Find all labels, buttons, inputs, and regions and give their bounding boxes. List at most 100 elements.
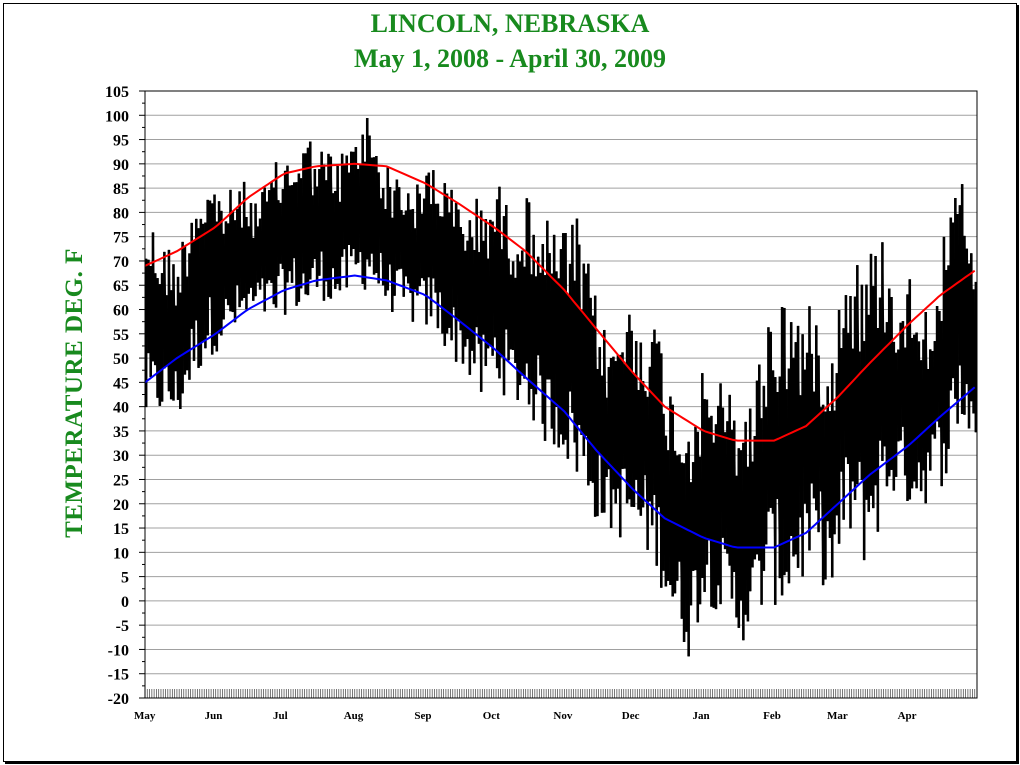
observed-connector — [412, 209, 416, 290]
observed-connector — [464, 250, 469, 340]
observed-connector — [856, 265, 861, 462]
observed-connector — [758, 364, 763, 605]
observed-connector — [589, 297, 594, 483]
x-tick-label: Oct — [483, 710, 500, 722]
y-tick-label: 30 — [113, 448, 129, 465]
observed-connector — [774, 377, 779, 499]
y-tick-label: 0 — [121, 594, 129, 611]
observed-connector — [357, 168, 362, 253]
observed-connector — [247, 226, 252, 288]
observed-connector — [952, 222, 957, 399]
observed-connector — [252, 237, 257, 297]
observed-connector — [681, 462, 685, 643]
observed-connector — [694, 426, 699, 623]
observed-connector — [291, 185, 296, 259]
observed-connector — [902, 321, 906, 476]
observed-connector — [870, 253, 875, 509]
y-tick-label: 15 — [113, 521, 129, 538]
observed-connector — [471, 237, 476, 364]
observed-connector — [571, 224, 576, 443]
observed-connector — [512, 261, 517, 364]
observed-connector — [587, 263, 592, 482]
observed-connector — [749, 408, 754, 568]
x-tick-label: Mar — [827, 710, 848, 722]
observed-connector — [311, 195, 316, 260]
observed-connector — [829, 411, 834, 578]
observed-connector — [323, 164, 328, 282]
observed-connector — [437, 203, 441, 293]
observed-connector — [854, 296, 859, 485]
observed-connector — [824, 411, 829, 522]
observed-connector — [751, 461, 756, 560]
observed-connector — [377, 172, 382, 253]
observed-connector — [441, 216, 446, 346]
observed-connector — [699, 456, 704, 579]
observed-connector — [268, 190, 273, 283]
observed-connector — [361, 134, 366, 290]
y-tick-label: 55 — [113, 327, 129, 344]
observed-connector — [478, 252, 483, 392]
observed-connector — [674, 450, 679, 581]
observed-connector — [715, 424, 720, 586]
observed-connector — [651, 341, 656, 496]
observed-connector — [582, 263, 587, 436]
observed-connector — [521, 250, 526, 379]
y-tick-label: 95 — [113, 133, 129, 150]
observed-connector — [578, 244, 583, 435]
observed-connector — [455, 202, 460, 320]
observed-connector — [678, 454, 683, 619]
observed-connector — [147, 259, 152, 378]
observed-connector — [840, 348, 845, 520]
observed-connector — [245, 217, 250, 294]
observed-connector — [927, 369, 932, 471]
observed-connector — [781, 306, 786, 576]
x-tick-label: Apr — [898, 710, 917, 722]
observed-connector — [804, 369, 808, 514]
observed-connector — [760, 418, 765, 571]
observed-connector — [655, 343, 660, 508]
observed-connector — [284, 170, 289, 283]
observed-connector — [473, 250, 478, 328]
observed-connector — [742, 442, 747, 615]
observed-connector — [918, 341, 922, 492]
observed-connector — [537, 256, 542, 376]
observed-connector — [836, 373, 840, 544]
observed-connector — [259, 218, 264, 279]
observed-connector — [375, 156, 380, 284]
observed-connector — [325, 180, 330, 297]
observed-connector — [740, 450, 745, 641]
y-tick-label: 80 — [113, 205, 129, 222]
observed-connector — [922, 339, 927, 504]
observed-connector — [179, 292, 184, 394]
observed-connector — [594, 295, 599, 517]
observed-connector — [628, 314, 633, 507]
observed-connector — [345, 155, 350, 245]
observed-connector — [906, 294, 911, 500]
observed-connector — [450, 189, 455, 308]
observed-connector — [343, 165, 348, 288]
observed-connector — [797, 325, 802, 518]
observed-connector — [692, 462, 697, 571]
observed-connector — [959, 205, 963, 415]
observed-connector — [649, 366, 653, 526]
observed-connector — [737, 448, 742, 601]
observed-connector — [669, 396, 674, 597]
y-tick-label: 35 — [113, 424, 129, 441]
observed-connector — [765, 407, 770, 512]
observed-connector — [934, 341, 938, 422]
observed-connector — [671, 404, 676, 594]
observed-connector — [806, 352, 811, 551]
observed-connector — [970, 253, 975, 414]
observed-connector — [275, 162, 280, 277]
x-tick-label: Jul — [273, 710, 288, 722]
observed-connector — [603, 329, 608, 478]
observed-connector — [890, 297, 895, 491]
y-tick-label: 50 — [113, 351, 129, 368]
observed-connector — [526, 198, 530, 405]
observed-connector — [621, 352, 626, 469]
observed-connector — [400, 210, 405, 297]
observed-connector — [371, 157, 375, 275]
observed-connector — [364, 161, 369, 260]
observed-connector — [165, 295, 170, 392]
observed-connector — [316, 186, 321, 276]
